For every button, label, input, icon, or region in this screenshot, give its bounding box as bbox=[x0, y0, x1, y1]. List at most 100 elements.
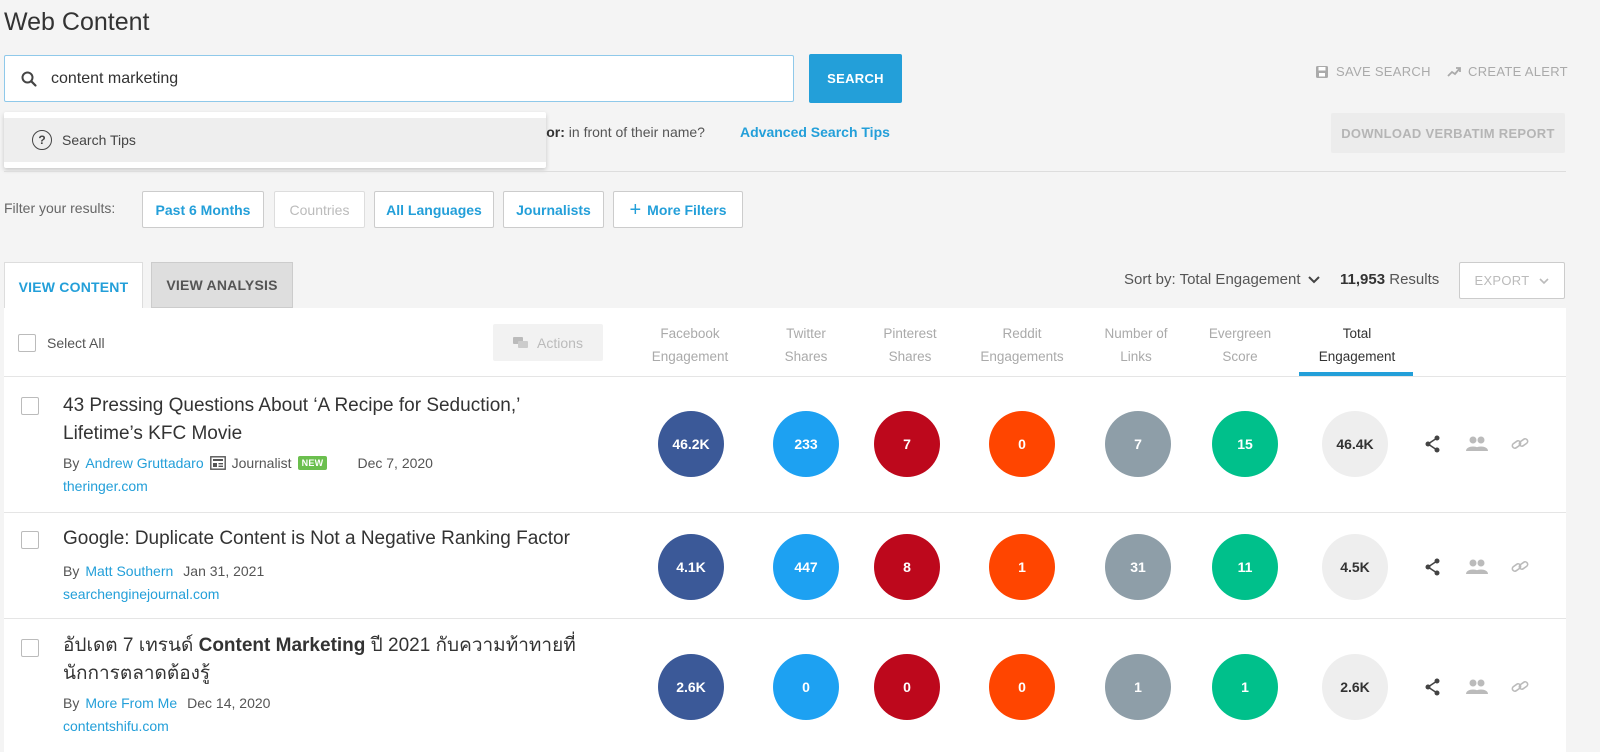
people-icon[interactable] bbox=[1465, 434, 1489, 454]
col-line: Engagements bbox=[980, 349, 1064, 364]
tab-view-analysis[interactable]: VIEW ANALYSIS bbox=[151, 262, 293, 308]
facebook-metric: 46.2K bbox=[658, 411, 724, 477]
col-total[interactable]: Total Engagement bbox=[1301, 322, 1413, 368]
col-links[interactable]: Number of Links bbox=[1080, 322, 1192, 368]
share-icon[interactable] bbox=[1423, 434, 1443, 454]
search-tips-dropdown: ? Search Tips bbox=[4, 112, 546, 168]
search-button[interactable]: SEARCH bbox=[809, 54, 902, 103]
domain-link[interactable]: contentshifu.com bbox=[63, 718, 169, 734]
author-link[interactable]: More From Me bbox=[85, 695, 178, 711]
article-title-line: 43 Pressing Questions About ‘A Recipe fo… bbox=[63, 395, 521, 416]
byline: By More From Me Dec 14, 2020 bbox=[63, 695, 270, 711]
select-all-label: Select All bbox=[47, 335, 105, 351]
col-twitter[interactable]: Twitter Shares bbox=[750, 322, 862, 368]
byline: By Matt Southern Jan 31, 2021 bbox=[63, 563, 264, 579]
more-filters-button[interactable]: + More Filters bbox=[613, 191, 743, 228]
author-hint-rest: in front of their name? bbox=[564, 124, 705, 140]
advanced-search-tips-link[interactable]: Advanced Search Tips bbox=[740, 124, 890, 140]
article-title[interactable]: อัปเดต 7 เทรนด์ Content Marketing ปี 202… bbox=[63, 632, 623, 688]
chat-icon bbox=[513, 336, 529, 348]
col-line: Facebook bbox=[660, 326, 720, 341]
col-line: Pinterest bbox=[883, 326, 937, 341]
col-line: Engagement bbox=[651, 349, 729, 364]
results-count: 11,953 Results bbox=[1340, 271, 1439, 288]
actions-label: Actions bbox=[537, 334, 583, 351]
results-panel: Select All Actions Facebook Engagement Tw… bbox=[4, 308, 1566, 752]
col-evergreen[interactable]: Evergreen Score bbox=[1184, 322, 1296, 368]
article-title-line: นักการตลาดต้องรู้ bbox=[63, 663, 211, 684]
people-icon[interactable] bbox=[1465, 677, 1489, 697]
table-row: 43 Pressing Questions About ‘A Recipe fo… bbox=[4, 377, 1566, 513]
publish-date: Dec 14, 2020 bbox=[187, 695, 271, 711]
pinterest-metric: 8 bbox=[874, 534, 940, 600]
trending-icon bbox=[1447, 66, 1461, 77]
table-header: Select All Actions Facebook Engagement Tw… bbox=[4, 308, 1566, 377]
select-all-checkbox[interactable] bbox=[18, 334, 36, 352]
create-alert-button[interactable]: CREATE ALERT bbox=[1447, 64, 1568, 79]
filter-countries-button[interactable]: Countries bbox=[274, 191, 365, 228]
filter-date-button[interactable]: Past 6 Months bbox=[142, 191, 264, 228]
row-checkbox[interactable] bbox=[21, 531, 39, 549]
col-line: Evergreen bbox=[1208, 326, 1272, 341]
journalist-label: Journalist bbox=[231, 455, 292, 471]
by-label: By bbox=[63, 455, 80, 471]
twitter-metric: 233 bbox=[773, 411, 839, 477]
pinterest-metric: 7 bbox=[874, 411, 940, 477]
col-line: Number of bbox=[1104, 326, 1168, 341]
share-icon[interactable] bbox=[1423, 677, 1443, 697]
col-line: Engagement bbox=[1318, 349, 1396, 364]
people-icon[interactable] bbox=[1465, 557, 1489, 577]
col-line: Score bbox=[1222, 349, 1258, 364]
link-icon[interactable] bbox=[1510, 677, 1530, 697]
create-alert-label: CREATE ALERT bbox=[1468, 64, 1568, 79]
evergreen-metric: 11 bbox=[1212, 534, 1278, 600]
row-checkbox[interactable] bbox=[21, 397, 39, 415]
domain-link[interactable]: theringer.com bbox=[63, 478, 148, 494]
sort-label: Sort by: Total Engagement bbox=[1124, 271, 1301, 288]
filter-date-label: Past 6 Months bbox=[155, 201, 251, 218]
author-link[interactable]: Matt Southern bbox=[85, 563, 174, 579]
total-metric: 46.4K bbox=[1322, 411, 1388, 477]
actions-button[interactable]: Actions bbox=[493, 324, 603, 361]
save-search-button[interactable]: SAVE SEARCH bbox=[1315, 64, 1431, 79]
by-label: By bbox=[63, 563, 80, 579]
help-icon: ? bbox=[32, 130, 52, 150]
col-line: Links bbox=[1120, 349, 1152, 364]
link-icon[interactable] bbox=[1510, 557, 1530, 577]
search-input[interactable] bbox=[51, 66, 771, 92]
sort-dropdown[interactable]: Sort by: Total Engagement bbox=[1124, 271, 1321, 288]
article-title[interactable]: 43 Pressing Questions About ‘A Recipe fo… bbox=[63, 392, 623, 448]
share-icon[interactable] bbox=[1423, 557, 1443, 577]
link-icon[interactable] bbox=[1510, 434, 1530, 454]
article-title[interactable]: Google: Duplicate Content is Not a Negat… bbox=[63, 528, 570, 549]
active-sort-indicator bbox=[1299, 372, 1413, 376]
page-title: Web Content bbox=[4, 8, 150, 36]
row-checkbox[interactable] bbox=[21, 639, 39, 657]
tab-view-content[interactable]: VIEW CONTENT bbox=[4, 262, 143, 310]
filter-label: Filter your results: bbox=[4, 200, 116, 216]
twitter-metric: 447 bbox=[773, 534, 839, 600]
evergreen-metric: 1 bbox=[1212, 654, 1278, 720]
search-box[interactable] bbox=[4, 55, 794, 102]
export-button[interactable]: EXPORT bbox=[1459, 262, 1565, 299]
reddit-metric: 0 bbox=[989, 654, 1055, 720]
search-tips-label: Search Tips bbox=[62, 132, 136, 148]
download-verbatim-report-button[interactable]: DOWNLOAD VERBATIM REPORT bbox=[1331, 113, 1565, 153]
journalist-icon bbox=[209, 456, 226, 470]
filter-journalists-button[interactable]: Journalists bbox=[503, 191, 604, 228]
facebook-metric: 2.6K bbox=[658, 654, 724, 720]
domain-link[interactable]: searchenginejournal.com bbox=[63, 586, 220, 602]
search-tips-item[interactable]: ? Search Tips bbox=[4, 118, 546, 162]
twitter-metric: 0 bbox=[773, 654, 839, 720]
publish-date: Jan 31, 2021 bbox=[183, 563, 265, 579]
more-filters-label: More Filters bbox=[647, 201, 727, 218]
total-metric: 4.5K bbox=[1322, 534, 1388, 600]
by-label: By bbox=[63, 695, 80, 711]
col-reddit[interactable]: Reddit Engagements bbox=[966, 322, 1078, 368]
author-link[interactable]: Andrew Gruttadaro bbox=[85, 455, 204, 471]
plus-icon: + bbox=[629, 198, 642, 221]
filter-languages-button[interactable]: All Languages bbox=[374, 191, 494, 228]
divider bbox=[4, 171, 1566, 172]
col-pinterest[interactable]: Pinterest Shares bbox=[854, 322, 966, 368]
col-facebook[interactable]: Facebook Engagement bbox=[634, 322, 746, 368]
